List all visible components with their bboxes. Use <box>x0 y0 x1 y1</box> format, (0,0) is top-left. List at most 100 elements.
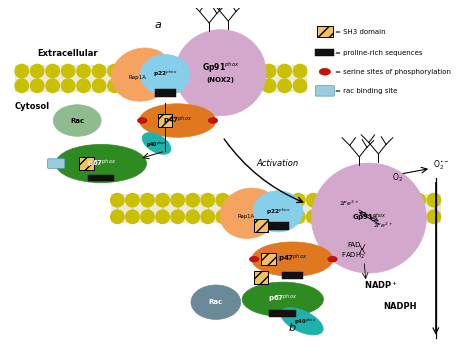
Circle shape <box>141 193 154 207</box>
Text: b: b <box>289 323 296 333</box>
Text: = SH3 domain: = SH3 domain <box>336 28 386 35</box>
Circle shape <box>15 79 28 93</box>
Circle shape <box>261 210 275 224</box>
Circle shape <box>171 193 184 207</box>
Circle shape <box>261 193 275 207</box>
Circle shape <box>15 64 28 78</box>
Circle shape <box>201 79 214 93</box>
Circle shape <box>62 64 75 78</box>
FancyBboxPatch shape <box>315 86 335 96</box>
Circle shape <box>77 64 90 78</box>
Circle shape <box>126 210 139 224</box>
Text: p40$^{phox}$: p40$^{phox}$ <box>146 139 167 150</box>
Circle shape <box>307 193 320 207</box>
Circle shape <box>276 210 290 224</box>
Circle shape <box>92 79 106 93</box>
Circle shape <box>30 64 44 78</box>
Text: FADH$_2$: FADH$_2$ <box>340 251 365 261</box>
Ellipse shape <box>252 242 333 276</box>
Circle shape <box>156 193 169 207</box>
Ellipse shape <box>175 30 266 116</box>
Text: (NOX2): (NOX2) <box>207 77 235 83</box>
Text: = serine sites of phosphorylation: = serine sites of phosphorylation <box>336 69 451 75</box>
Text: Rap1A: Rap1A <box>238 214 255 219</box>
Circle shape <box>201 64 214 78</box>
Ellipse shape <box>111 48 173 101</box>
Circle shape <box>337 193 350 207</box>
Bar <box>269 310 296 317</box>
Circle shape <box>263 79 276 93</box>
Text: $2Fe^{3+}$: $2Fe^{3+}$ <box>339 199 360 208</box>
Bar <box>15 65 307 92</box>
Circle shape <box>397 210 410 224</box>
Bar <box>315 49 335 57</box>
Ellipse shape <box>55 144 146 183</box>
Ellipse shape <box>208 118 218 124</box>
Text: Gp91$^{phox}$: Gp91$^{phox}$ <box>202 61 239 75</box>
Ellipse shape <box>253 191 303 232</box>
Text: p47$^{phox}$: p47$^{phox}$ <box>278 253 307 265</box>
Circle shape <box>154 64 168 78</box>
Circle shape <box>123 79 137 93</box>
Ellipse shape <box>311 163 426 273</box>
Circle shape <box>46 79 59 93</box>
Bar <box>254 271 268 284</box>
Circle shape <box>139 64 152 78</box>
Text: Rac: Rac <box>70 118 84 124</box>
Circle shape <box>201 210 215 224</box>
Circle shape <box>216 64 229 78</box>
Text: NADP$^+$: NADP$^+$ <box>364 279 398 291</box>
Circle shape <box>216 79 229 93</box>
Circle shape <box>185 64 199 78</box>
Ellipse shape <box>319 68 330 75</box>
Ellipse shape <box>281 308 323 335</box>
Circle shape <box>110 193 124 207</box>
Circle shape <box>397 193 410 207</box>
Circle shape <box>247 64 260 78</box>
Circle shape <box>186 210 200 224</box>
Ellipse shape <box>242 282 323 317</box>
Circle shape <box>322 193 335 207</box>
Text: O$_2^{\bullet-}$: O$_2^{\bullet-}$ <box>433 159 449 172</box>
Ellipse shape <box>53 105 101 136</box>
Bar <box>282 272 303 279</box>
Text: p47$^{phox}$: p47$^{phox}$ <box>163 114 192 127</box>
Text: Gp91$^{phox}$: Gp91$^{phox}$ <box>352 212 386 224</box>
Circle shape <box>154 79 168 93</box>
Circle shape <box>216 193 229 207</box>
Circle shape <box>231 193 245 207</box>
Circle shape <box>170 79 183 93</box>
Circle shape <box>412 193 426 207</box>
Bar <box>267 222 289 230</box>
Bar <box>110 194 440 223</box>
Circle shape <box>123 64 137 78</box>
Text: p67$^{phox}$: p67$^{phox}$ <box>87 157 116 170</box>
Circle shape <box>367 193 380 207</box>
Circle shape <box>201 193 215 207</box>
Circle shape <box>367 210 380 224</box>
Circle shape <box>216 210 229 224</box>
Text: FAD: FAD <box>348 242 361 248</box>
Circle shape <box>293 79 307 93</box>
Circle shape <box>231 79 245 93</box>
Circle shape <box>427 210 440 224</box>
Bar <box>254 219 268 232</box>
Circle shape <box>276 193 290 207</box>
Circle shape <box>307 210 320 224</box>
Circle shape <box>108 79 121 93</box>
Circle shape <box>62 79 75 93</box>
Circle shape <box>185 79 199 93</box>
Circle shape <box>337 210 350 224</box>
Circle shape <box>92 64 106 78</box>
Circle shape <box>110 210 124 224</box>
Circle shape <box>46 64 59 78</box>
Circle shape <box>170 64 183 78</box>
Circle shape <box>412 210 426 224</box>
Text: = rac binding site: = rac binding site <box>336 88 398 94</box>
Ellipse shape <box>220 188 279 238</box>
Ellipse shape <box>139 104 216 137</box>
Circle shape <box>293 64 307 78</box>
Ellipse shape <box>328 256 337 262</box>
Circle shape <box>77 79 90 93</box>
Ellipse shape <box>191 285 241 319</box>
